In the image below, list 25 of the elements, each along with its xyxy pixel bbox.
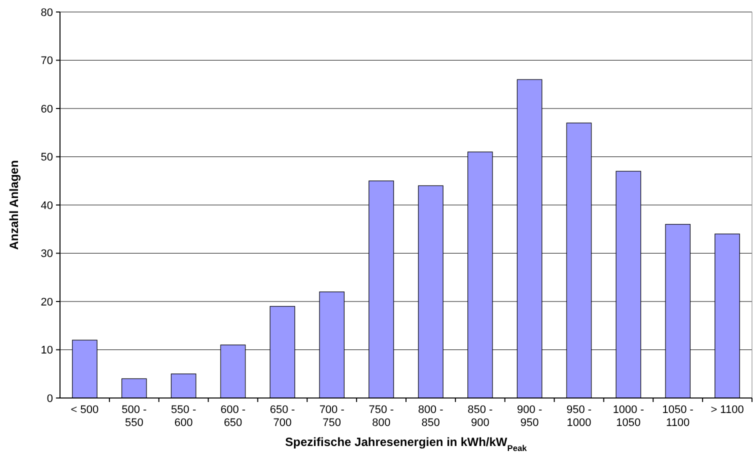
y-tick-label: 50 <box>40 152 53 164</box>
x-tick-label: 950 - 1000 <box>566 404 592 429</box>
x-tick-label: 600 - 650 <box>220 404 246 429</box>
x-tick-label: 700 - 750 <box>319 404 345 429</box>
x-tick-label: 900 - 950 <box>517 404 542 429</box>
y-tick-label: 20 <box>40 296 53 308</box>
x-tick-label: 800 - 850 <box>418 404 444 429</box>
y-tick-label: 40 <box>40 200 53 212</box>
y-tick-label: 70 <box>40 55 53 68</box>
y-tick-label: 60 <box>40 103 53 116</box>
y-tick-label: 80 <box>40 6 53 19</box>
y-axis-title: Anzahl Anlagen <box>7 160 21 250</box>
x-tick-label: 650 - 700 <box>270 404 296 429</box>
x-tick-label: > 1100 <box>710 404 744 416</box>
x-tick-label: 850 - 900 <box>468 404 494 429</box>
x-tick-label: 750 - 800 <box>368 404 394 429</box>
x-axis-title: Spezifische Jahresenergien in kWh/kW$_{Peak}$ <box>285 435 528 453</box>
y-tick-label: 0 <box>46 392 53 405</box>
x-tick-label: 500 - 550 <box>122 404 148 429</box>
y-tick-label: 10 <box>40 344 53 357</box>
x-tick-label: 550 - 600 <box>171 404 196 429</box>
x-tick-label: < 500 <box>70 404 99 416</box>
x-tick-label: 1000 - 1050 <box>612 404 644 429</box>
y-tick-label: 30 <box>40 248 53 260</box>
x-tick-label: 1050 - 1100 <box>662 404 694 429</box>
